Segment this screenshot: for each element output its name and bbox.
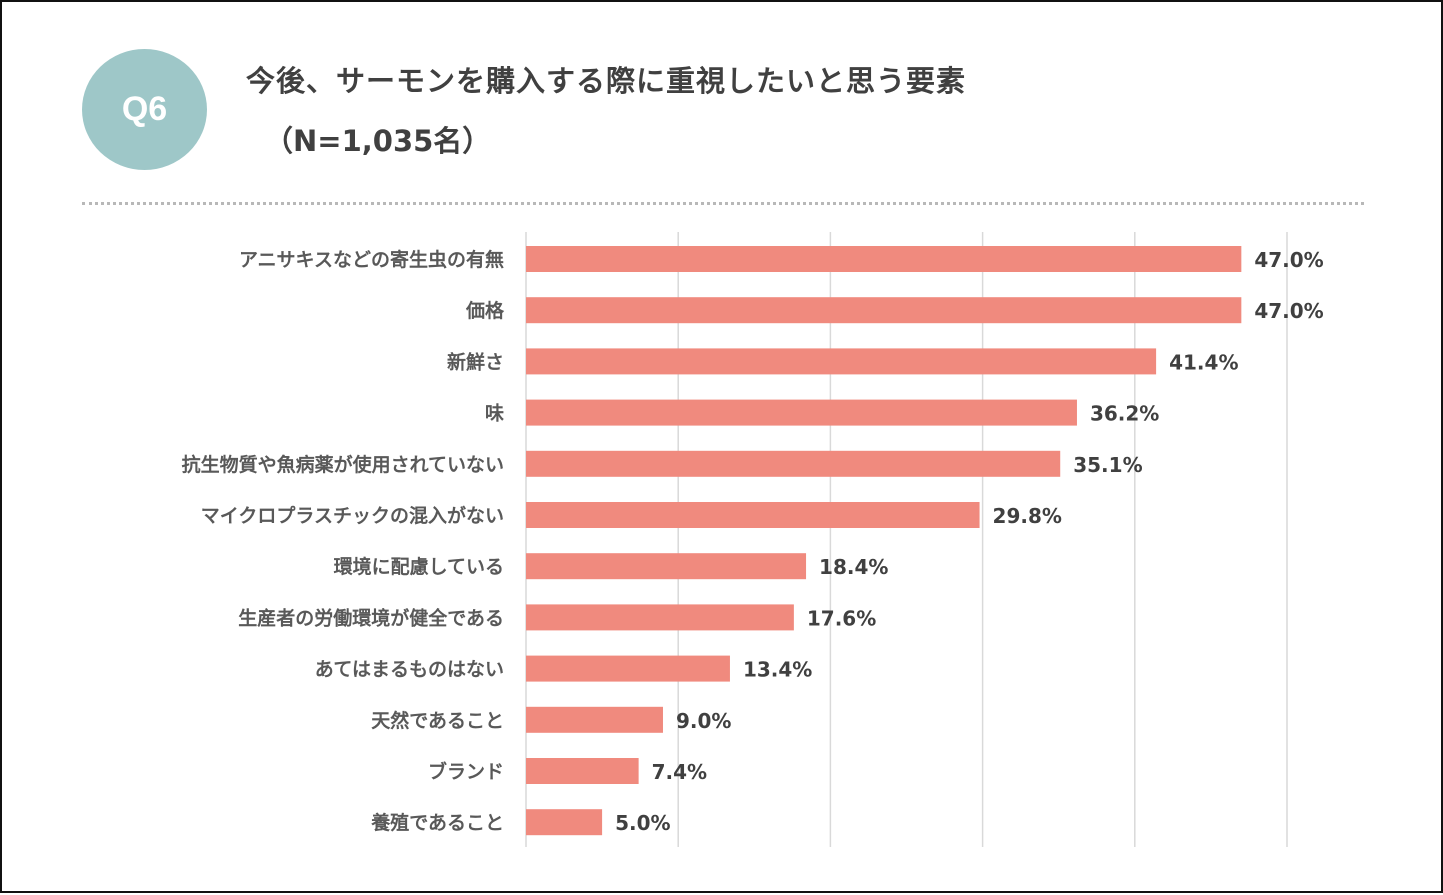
value-label: 36.2%: [1090, 402, 1159, 426]
bar: [526, 553, 807, 580]
category-label: マイクロプラスチックの混入がない: [201, 504, 504, 527]
value-label: 41.4%: [1169, 350, 1238, 374]
value-label: 35.1%: [1073, 453, 1142, 477]
bar: [526, 399, 1077, 426]
bar: [526, 706, 663, 733]
category-label: 抗生物質や魚病薬が使用されていない: [182, 453, 504, 476]
category-label: 天然であること: [371, 709, 504, 732]
category-label: アニサキスなどの寄生虫の有無: [239, 248, 504, 271]
bar: [526, 502, 980, 528]
bar: [526, 809, 603, 836]
category-label: 生産者の労働環境が健全である: [238, 606, 504, 629]
dotted-divider: [82, 202, 1364, 205]
bar: [526, 297, 1242, 324]
category-label: 味: [485, 403, 504, 425]
value-label: 9.0%: [676, 709, 731, 733]
bar: [526, 348, 1157, 375]
sample-size-note: （N=1,035名）: [264, 124, 492, 158]
category-label: 環境に配慮している: [334, 555, 504, 578]
value-label: 7.4%: [652, 760, 707, 784]
category-label: あてはまるものはない: [315, 659, 504, 681]
category-label: 養殖であること: [370, 811, 504, 834]
chart-title: 今後、サーモンを購入する際に重視したいと思う要素: [246, 64, 967, 98]
bar: [526, 450, 1061, 477]
category-label: 価格: [465, 299, 505, 322]
value-label: 13.4%: [743, 658, 812, 682]
value-label: 18.4%: [819, 555, 888, 579]
value-label: 17.6%: [807, 606, 876, 630]
value-label: 47.0%: [1254, 248, 1323, 272]
bar: [526, 758, 639, 784]
value-label: 47.0%: [1254, 299, 1323, 323]
bar: [526, 604, 794, 631]
bar: [526, 246, 1242, 272]
value-label: 5.0%: [615, 811, 670, 835]
category-label: ブランド: [428, 760, 504, 783]
bar: [526, 655, 730, 682]
value-label: 29.8%: [993, 504, 1062, 528]
question-badge: Q6: [82, 49, 207, 170]
category-label: 新鮮さ: [447, 350, 504, 373]
